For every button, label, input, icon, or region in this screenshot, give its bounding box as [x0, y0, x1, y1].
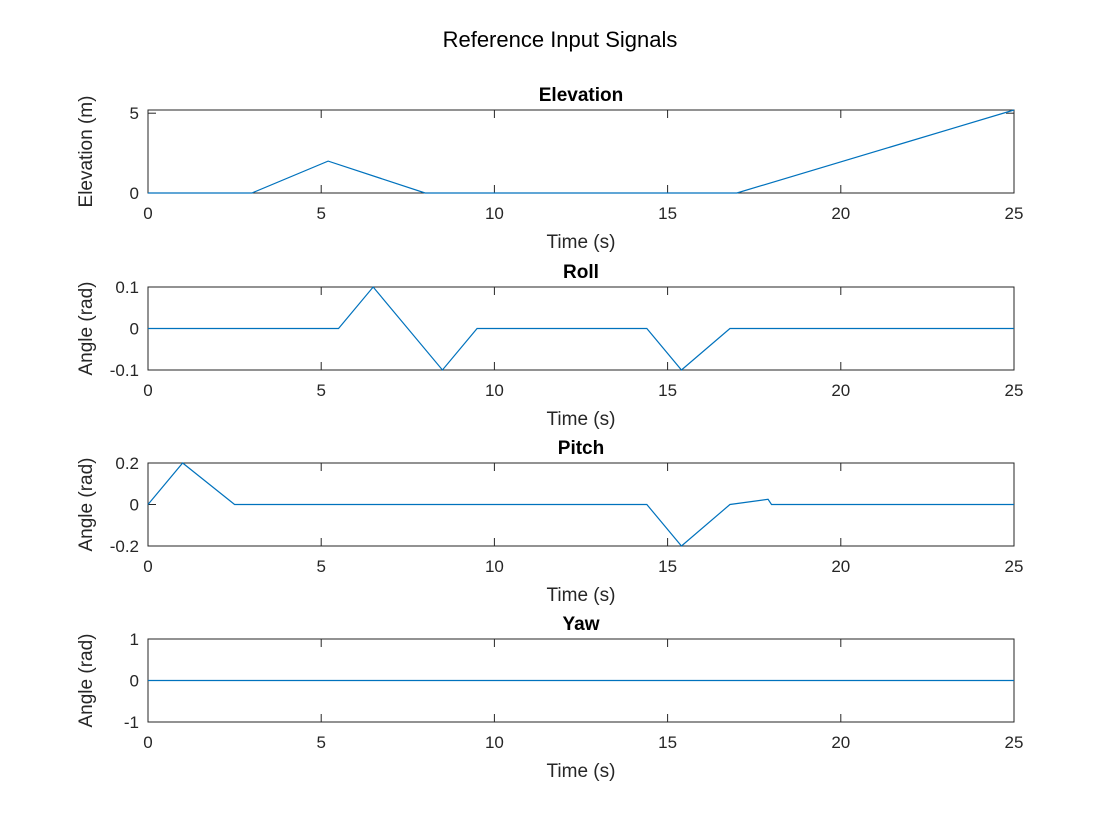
pitch-xlabel: Time (s) — [547, 585, 616, 606]
pitch-xtick-label: 15 — [658, 557, 677, 576]
roll-xlabel: Time (s) — [547, 409, 616, 430]
elevation-axes-box — [147, 109, 1015, 194]
yaw-xtick-label: 0 — [143, 733, 152, 752]
elevation-xtick-label: 20 — [831, 204, 850, 223]
roll-xtick-label: 25 — [1005, 381, 1024, 400]
pitch-ytick-label: 0.2 — [115, 454, 139, 473]
yaw-xtick-label: 5 — [316, 733, 325, 752]
roll-xtick-label: 15 — [658, 381, 677, 400]
pitch-xtick-label: 10 — [485, 557, 504, 576]
yaw-ytick-label: 0 — [130, 672, 139, 691]
yaw-xtick-label: 20 — [831, 733, 850, 752]
pitch-title: Pitch — [558, 438, 604, 459]
elevation-xtick-label: 0 — [143, 204, 152, 223]
roll-ytick-label: 0 — [130, 320, 139, 339]
roll-series-line — [148, 286, 1014, 371]
roll-ytick-label: 0.1 — [115, 278, 139, 297]
elevation-ylabel: Elevation (m) — [76, 96, 97, 208]
yaw-xtick-label: 25 — [1005, 733, 1024, 752]
elevation-xlabel: Time (s) — [547, 232, 616, 253]
elevation-xtick-label: 10 — [485, 204, 504, 223]
elevation-xtick-label: 25 — [1005, 204, 1024, 223]
yaw-ylabel: Angle (rad) — [76, 634, 97, 728]
roll-xtick-label: 10 — [485, 381, 504, 400]
elevation-xtick-label: 15 — [658, 204, 677, 223]
roll-ytick-label: -0.1 — [110, 361, 139, 380]
subplot-elevation: Elevation 0 5 10 15 20 25 0 5 Time (s) Elevation (… — [76, 85, 1023, 253]
yaw-xlabel: Time (s) — [547, 761, 616, 782]
elevation-xtick-label: 5 — [316, 204, 325, 223]
yaw-xtick-label: 10 — [485, 733, 504, 752]
roll-xtick-label: 0 — [143, 381, 152, 400]
elevation-series-line — [148, 109, 1015, 194]
pitch-xtick-label: 5 — [316, 557, 325, 576]
pitch-xtick-label: 25 — [1005, 557, 1024, 576]
pitch-ytick-label: 0 — [130, 496, 139, 515]
pitch-ylabel: Angle (rad) — [76, 458, 97, 552]
figure-title: Reference Input Signals — [443, 27, 678, 52]
yaw-title: Yaw — [563, 614, 600, 635]
pitch-xtick-label: 0 — [143, 557, 152, 576]
elevation-ytick-label: 0 — [130, 184, 139, 203]
pitch-series-line — [147, 462, 1014, 547]
elevation-title: Elevation — [539, 85, 623, 106]
elevation-ytick-label: 5 — [130, 104, 139, 123]
yaw-xtick-label: 15 — [658, 733, 677, 752]
yaw-ytick-label: 1 — [130, 630, 139, 649]
roll-xtick-label: 5 — [316, 381, 325, 400]
roll-ylabel: Angle (rad) — [76, 282, 97, 376]
pitch-xtick-label: 20 — [831, 557, 850, 576]
pitch-ytick-label: -0.2 — [110, 537, 139, 556]
roll-title: Roll — [563, 262, 599, 283]
yaw-ytick-label: -1 — [124, 713, 139, 732]
roll-xtick-label: 20 — [831, 381, 850, 400]
